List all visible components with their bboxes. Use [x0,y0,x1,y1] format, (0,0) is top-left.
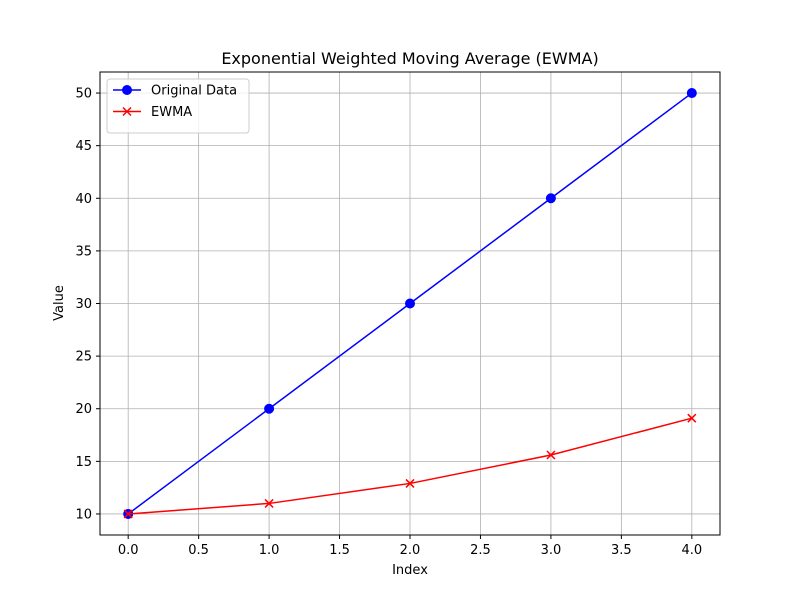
data-point-ewma-stroke-b [687,413,697,423]
x-tick-label: 3.0 [541,543,562,558]
data-point-ewma-stroke-b [546,450,556,460]
series-ewma [123,413,697,519]
legend-marker-ewma [122,106,132,117]
x-tick-label: 2.0 [400,543,421,558]
x-tick-label: 4.0 [681,543,702,558]
y-tick-label: 20 [75,402,92,417]
y-tick-label: 35 [75,244,92,259]
chart-title: Exponential Weighted Moving Average (EWM… [221,49,598,68]
y-tick-label: 50 [75,87,92,102]
legend-label-original-data: Original Data [151,84,237,99]
data-point-ewma [264,498,274,508]
y-tick-label: 10 [75,507,92,522]
legend-label-ewma: EWMA [151,105,192,120]
series-layer [123,88,697,519]
y-tick-label: 30 [75,297,92,312]
data-point-ewma-stroke-b [123,509,133,519]
data-point-original-data [405,298,415,309]
data-point-original-data [686,88,697,99]
x-tick-label: 0.0 [118,543,139,558]
data-point-ewma [123,509,133,519]
y-tick-label: 45 [75,139,92,154]
legend-box [106,78,250,134]
y-axis-label: Value [52,285,67,321]
x-axis-label: Index [392,563,428,578]
data-point-ewma-stroke-b [405,478,415,488]
x-tick-label: 1.5 [329,543,350,558]
legend: Original Data EWMA [106,78,250,134]
x-tick-label: 1.0 [259,543,280,558]
x-tick-label: 0.5 [188,543,209,558]
data-point-original-data [545,193,556,204]
legend-marker-ewma-stroke-b [122,106,132,117]
data-point-ewma [687,413,697,423]
data-point-ewma [546,450,556,460]
data-point-ewma [405,478,415,488]
y-tick-label: 40 [75,192,92,207]
axes: 0.0 0.5 1.0 1.5 2.0 2.5 3.0 3.5 4.0 10 15 20 25 30 35 4… [75,71,721,558]
legend-marker-original-data [122,85,132,95]
data-point-original-data [264,403,275,414]
y-tick-label: 15 [75,455,92,470]
x-tick-label: 2.5 [470,543,491,558]
data-point-ewma-stroke-b [264,498,274,508]
y-tick-label: 25 [75,350,92,365]
x-tick-label: 3.5 [611,543,632,558]
